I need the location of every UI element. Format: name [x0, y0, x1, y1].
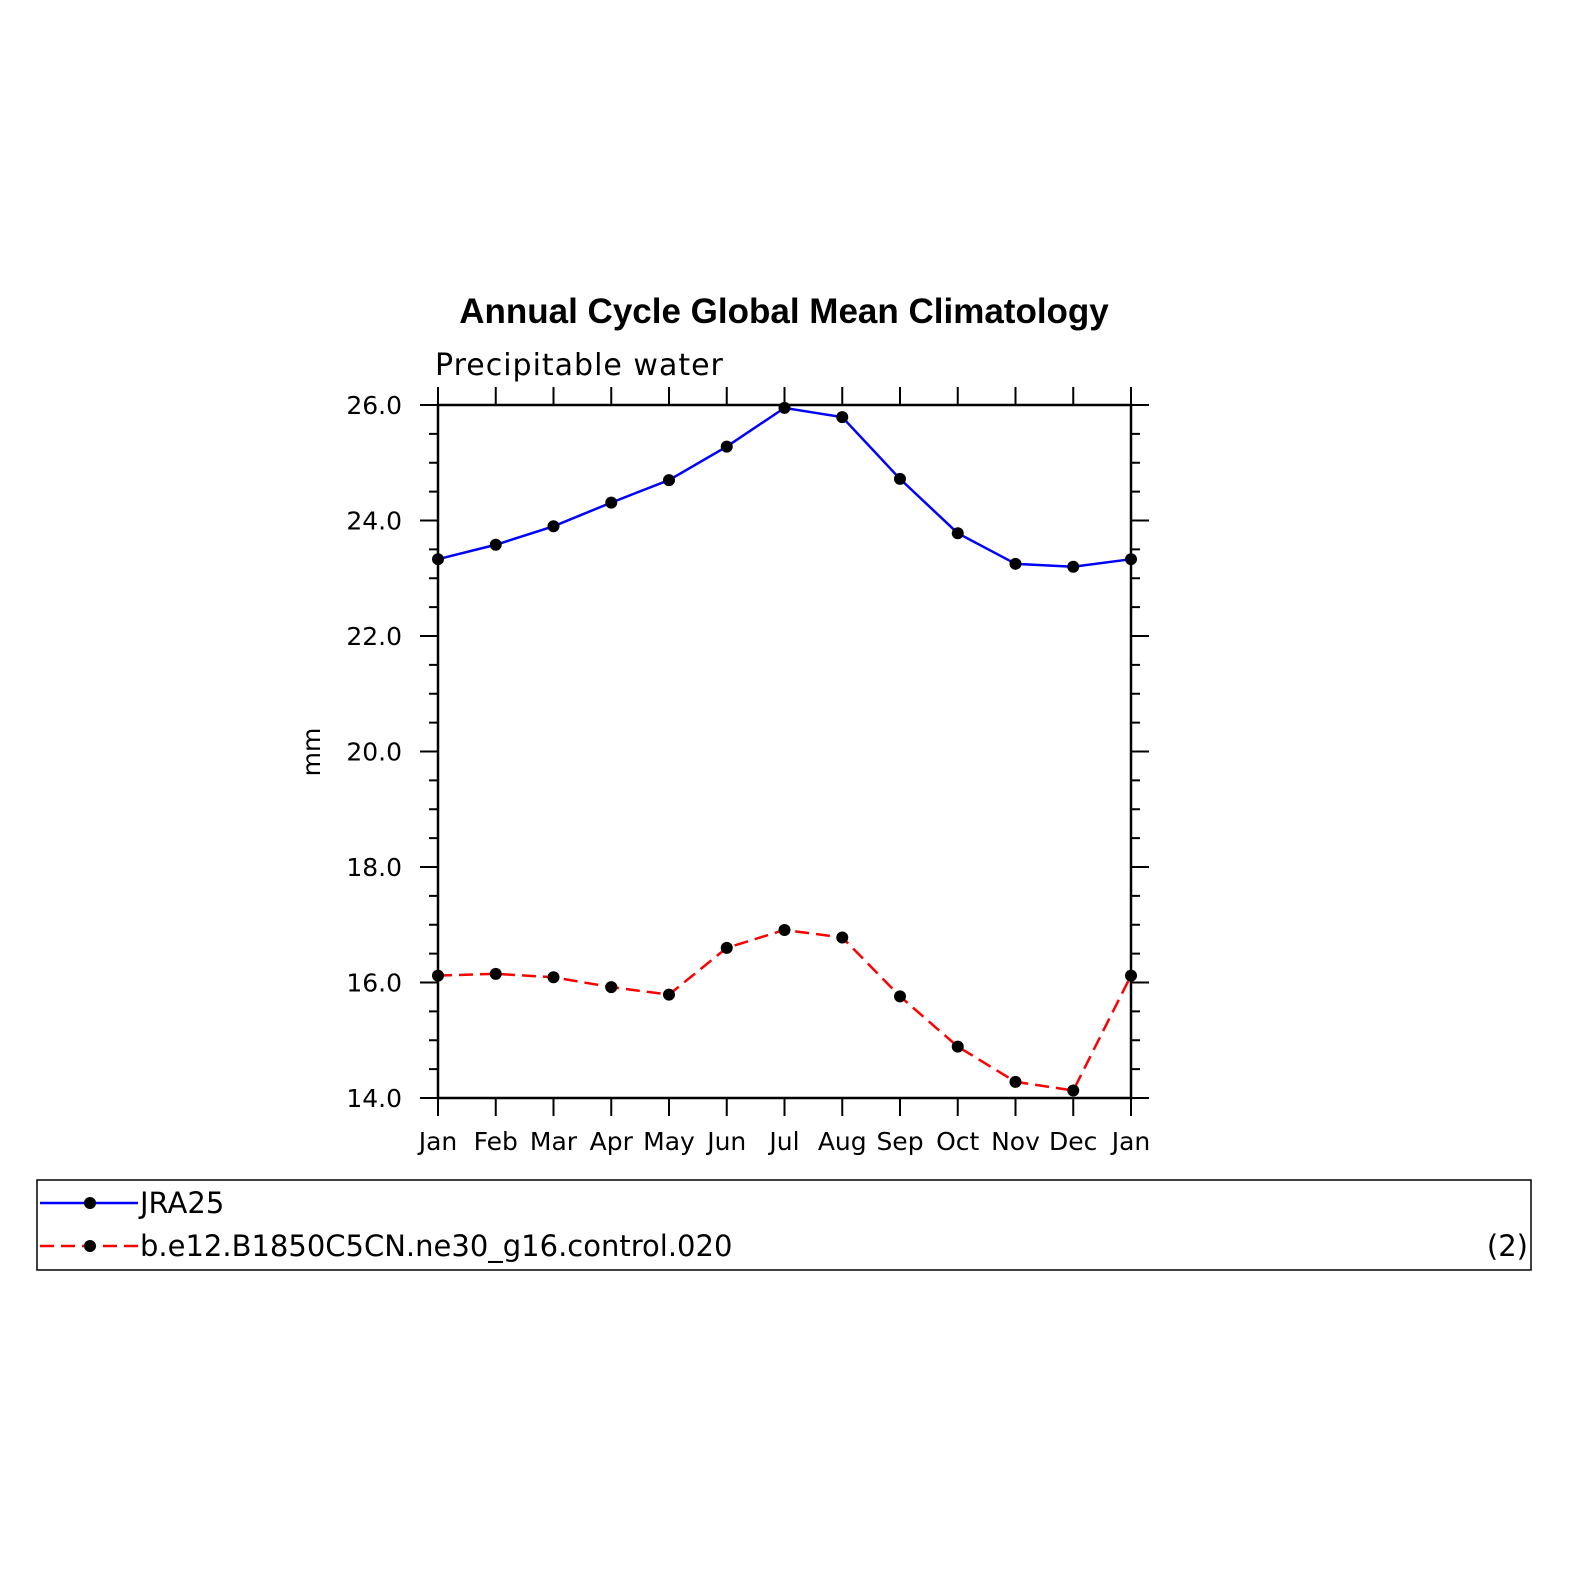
- x-tick-label: Sep: [876, 1127, 923, 1156]
- x-tick-label: Apr: [590, 1127, 634, 1156]
- marker-layer: [432, 401, 1137, 1097]
- data-point-1: [1009, 557, 1022, 570]
- series-line-2: [437, 928, 1133, 1092]
- data-point-1: [663, 474, 675, 487]
- x-tick-label: Feb: [474, 1127, 518, 1156]
- x-tick-label: Nov: [991, 1127, 1040, 1156]
- data-point-2: [894, 990, 906, 1003]
- chart-title: Annual Cycle Global Mean Climatology: [459, 292, 1109, 331]
- data-point-1: [547, 520, 560, 533]
- x-tick-label: Mar: [530, 1127, 578, 1156]
- y-tick-label: 24.0: [346, 507, 402, 536]
- legend-label-2: b.e12.B1850C5CN.ne30_g16.control.020: [140, 1229, 732, 1263]
- data-point-2: [547, 971, 560, 984]
- x-tick-label: Jul: [767, 1127, 799, 1156]
- x-tick-label: Dec: [1049, 1127, 1097, 1156]
- data-point-2: [778, 923, 791, 936]
- data-point-1: [489, 538, 502, 551]
- data-point-1: [894, 472, 906, 485]
- legend: JRA25 b.e12.B1850C5CN.ne30_g16.control.02…: [36, 1179, 1532, 1271]
- x-tick-label: Jan: [417, 1127, 458, 1156]
- y-tick-label: 14.0: [346, 1084, 402, 1113]
- legend-entries: JRA25 b.e12.B1850C5CN.ne30_g16.control.02…: [40, 1186, 732, 1263]
- series-line-1: [437, 406, 1132, 568]
- y-tick-label: 26.0: [346, 391, 402, 420]
- legend-marker-2: [84, 1240, 96, 1252]
- y-tick-labels: 14.0 16.0 18.0 20.0 22.0 24.0 26.0: [346, 391, 402, 1113]
- data-point-2: [663, 988, 675, 1001]
- series-layer: [437, 406, 1133, 1092]
- x-tick-label: Jun: [705, 1127, 746, 1156]
- tick-marks: [420, 387, 1149, 1116]
- plot-frame: [436, 403, 1133, 1100]
- data-point-2: [1067, 1084, 1080, 1097]
- data-point-2: [489, 967, 502, 980]
- legend-label-1: JRA25: [138, 1186, 224, 1220]
- legend-marker-1: [84, 1197, 96, 1209]
- x-tick-label: May: [643, 1127, 695, 1156]
- data-point-1: [951, 527, 964, 540]
- x-tick-label: Jan: [1110, 1127, 1151, 1156]
- data-point-1: [1067, 560, 1080, 573]
- y-tick-label: 16.0: [346, 969, 402, 998]
- chart-subtitle: Precipitable water: [435, 348, 724, 383]
- legend-box: [36, 1179, 1532, 1271]
- y-tick-label: 20.0: [346, 738, 402, 767]
- data-point-2: [836, 931, 849, 944]
- data-point-1: [778, 401, 791, 414]
- data-point-2: [951, 1040, 964, 1053]
- data-point-2: [605, 981, 618, 994]
- legend-note: (2): [1487, 1229, 1528, 1263]
- y-axis-label: mm: [297, 728, 326, 777]
- x-tick-labels: Jan Feb Mar Apr May Jun Jul Aug Sep Oct Nov Dec Jan: [417, 1127, 1151, 1156]
- data-point-2: [1009, 1075, 1022, 1088]
- y-tick-label: 18.0: [346, 853, 402, 882]
- data-point-1: [605, 496, 618, 509]
- y-tick-label: 22.0: [346, 622, 402, 651]
- data-point-2: [720, 941, 733, 954]
- x-tick-label: Aug: [818, 1127, 867, 1156]
- data-point-1: [720, 440, 733, 453]
- x-tick-label: Oct: [936, 1127, 979, 1156]
- data-point-1: [836, 411, 849, 424]
